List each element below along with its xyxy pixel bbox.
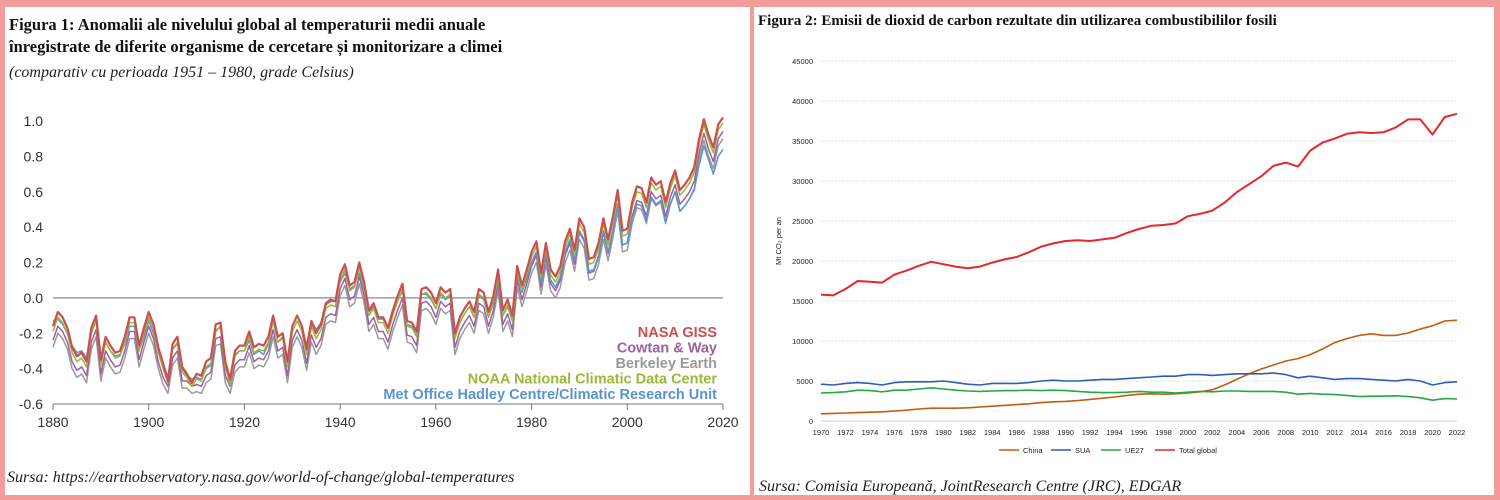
x-tick-label: 2000 [612,414,643,430]
x-tick-label: 1880 [37,414,68,430]
figure1-title-line1: Figura 1: Anomalii ale nivelului global … [9,15,486,34]
x-tick-label: 1974 [862,428,879,437]
y-tick-label: 0 [809,417,813,426]
legend-label-sua: SUA [1075,446,1090,455]
y-tick-label: 45000 [792,57,813,66]
x-tick-label: 1982 [959,428,976,437]
series-line-china [820,319,1458,415]
y-axis-label: Mt CO₂ per an [774,217,783,265]
legend-label-china: China [1023,446,1043,455]
figure2-panel: Figura 2: Emisii de dioxid de carbon rez… [754,7,1494,495]
x-tick-label: 2010 [1302,428,1319,437]
figure2-title: Figura 2: Emisii de dioxid de carbon rez… [758,13,1277,29]
figure1-subtitle: (comparativ cu perioada 1951 – 1980, gra… [9,64,354,81]
y-tick-label: 5000 [796,377,813,386]
figure1-title-line2: înregistrate de diferite organisme de ce… [9,37,503,56]
x-tick-label: 2008 [1277,428,1294,437]
x-tick-label: 1994 [1106,428,1123,437]
x-tick-label: 2020 [1424,428,1441,437]
x-tick-label: 1972 [837,428,854,437]
y-tick-label: 25000 [792,217,813,226]
x-tick-label: 1996 [1131,428,1148,437]
y-tick-label: -0.4 [19,361,43,377]
legend-label-cowtan-way: Cowtan & Way [617,341,717,357]
y-tick-label: 30000 [792,177,813,186]
legend-label-total-global: Total global [1179,446,1217,455]
x-tick-label: 1984 [984,428,1001,437]
x-tick-label: 2018 [1400,428,1417,437]
y-tick-label: 0.0 [24,290,44,306]
y-tick-label: 0.6 [24,184,44,200]
x-tick-label: 2004 [1229,428,1246,437]
legend-label-nasa-giss: NASA GISS [638,325,718,341]
x-tick-label: 2002 [1204,428,1221,437]
x-tick-label: 1990 [1057,428,1074,437]
x-tick-label: 2000 [1180,428,1197,437]
y-tick-label: 40000 [792,97,813,106]
y-tick-label: 0.2 [24,255,44,271]
x-tick-label: 2020 [707,414,738,430]
x-tick-label: 1940 [325,414,356,430]
x-tick-label: 2016 [1375,428,1392,437]
figure1-panel: Figura 1: Anomalii ale nivelului global … [5,7,750,495]
x-tick-label: 2012 [1326,428,1343,437]
figure1-chart: -0.6 -0.4 -0.2 0.0 0.2 0.4 0.6 0.8 1.0 1880 1900 19… [19,113,739,430]
y-tick-label: 15000 [792,297,813,306]
figure1-source: Sursa: https://earthobservatory.nasa.gov… [7,469,515,486]
x-tick-label: 2014 [1351,428,1368,437]
x-tick-label: 1988 [1033,428,1050,437]
series-line-sua [820,372,1458,386]
legend-label-ue27: UE27 [1125,446,1144,455]
x-tick-label: 1978 [911,428,928,437]
x-tick-label: 2022 [1449,428,1466,437]
x-tick-label: 1986 [1008,428,1025,437]
x-tick-label: 1970 [813,428,830,437]
x-tick-label: 1900 [133,414,164,430]
x-tick-label: 2006 [1253,428,1270,437]
x-tick-label: 1920 [229,414,260,430]
legend-label-berkeley-earth: Berkeley Earth [615,356,717,372]
series-line-berkeley-earth [52,138,724,395]
legend-label-met-office-hadley-centre-climatic-research-unit: Met Office Hadley Centre/Climatic Resear… [383,387,717,403]
x-tick-label: 1976 [886,428,903,437]
y-tick-label: 0.4 [24,219,44,235]
y-tick-label: 35000 [792,137,813,146]
y-tick-label: 20000 [792,257,813,266]
x-tick-label: 1980 [516,414,547,430]
x-tick-label: 1992 [1082,428,1099,437]
series-line-ue27 [820,386,1458,402]
x-tick-label: 1998 [1155,428,1172,437]
legend-label-noaa-national-climatic-data-center: NOAA National Climatic Data Center [468,372,718,388]
figure2-source: Sursa: Comisia Europeană, JointResearch … [759,478,1182,495]
series-line-total-global [820,112,1458,297]
y-tick-label: 0.8 [24,148,44,164]
x-tick-label: 1980 [935,428,952,437]
y-tick-label: 10000 [792,337,813,346]
x-tick-label: 1960 [420,414,451,430]
series-line-nasa-giss [51,116,724,384]
figure2-chart: 0 5000 10000 15000 20000 25000 30000 35000 40000… [774,57,1466,455]
y-tick-label: -0.6 [19,396,43,412]
y-tick-label: 1.0 [24,113,44,129]
y-tick-label: -0.2 [19,325,43,341]
